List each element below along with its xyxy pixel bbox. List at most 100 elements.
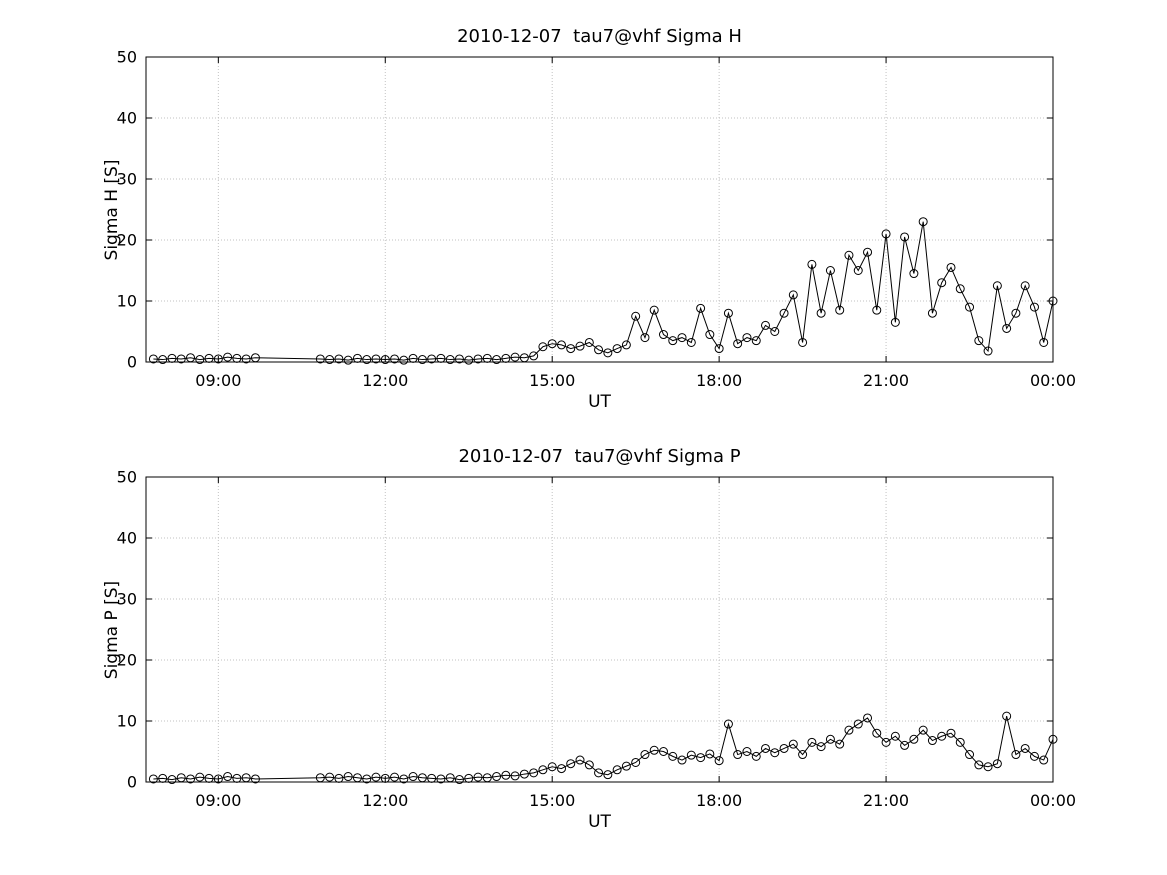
data-point-marker [677,333,687,343]
y-tick-label: 30 [117,590,137,609]
data-point-marker [167,353,177,363]
data-point-marker [557,764,566,774]
data-point-marker [965,302,975,312]
data-point-marker [325,772,335,782]
data-point-marker [733,750,743,760]
data-point-marker [195,355,205,365]
data-point-marker [213,354,223,364]
data-point-marker [510,352,520,362]
series-line [153,221,1054,361]
data-point-marker [250,353,260,363]
data-point-marker [575,755,585,765]
sigma-p-y-axis-label: Sigma P [S] [102,580,122,680]
data-point-marker [983,346,993,356]
data-point-marker [186,774,196,784]
data-point-marker [557,340,566,350]
y-tick-label: 0 [127,773,137,792]
data-point-marker [399,774,409,784]
data-point-marker [640,333,650,343]
y-tick-label: 20 [117,651,137,670]
data-point-marker [575,341,585,351]
data-point-marker [250,774,260,784]
data-point-marker [566,759,576,769]
data-point-marker [445,773,455,783]
data-point-marker [492,355,502,365]
data-point-marker [863,247,873,257]
data-point-marker [464,773,474,783]
data-point-marker [816,742,826,752]
data-point-marker [723,719,733,729]
sigma-h-chart-title: 2010-12-07 tau7@vhf Sigma H [457,26,742,47]
x-tick-label: 18:00 [696,791,742,810]
data-point-marker [909,269,919,279]
data-point-marker [900,232,910,242]
sigma-h-chart: 09:00 12:00 15:00 18:00 21:00 00:00 0 10 20 30 40 5… [0,0,1167,437]
data-point-marker [631,757,641,767]
sigma-p-chart: 09:00 12:00 15:00 18:00 21:00 00:00 0 10 20 30 40 5… [0,437,1167,875]
data-point-marker [798,337,808,347]
data-point-marker [519,353,529,363]
data-point-marker [454,775,464,785]
data-point-marker [890,317,900,327]
data-point-marker [603,348,613,358]
data-point-marker [315,773,325,783]
data-point-marker [436,353,446,363]
data-point-marker [204,353,214,363]
data-point-marker [807,737,817,747]
data-point-marker [1020,281,1030,291]
sigma-p-chart-title: 2010-12-07 tau7@vhf Sigma P [458,446,741,467]
axes-box [145,476,1054,783]
data-point-marker [881,737,891,747]
x-tick-label: 12:00 [362,371,408,390]
x-tick-label: 21:00 [863,371,909,390]
data-point-marker [649,305,659,315]
y-tick-label: 30 [117,170,137,189]
data-point-marker [853,719,863,729]
data-point-marker [352,353,362,363]
data-point-marker [390,354,400,364]
data-point-marker [937,731,947,741]
x-tick-label: 18:00 [696,371,742,390]
data-point-marker [844,725,854,735]
data-point-marker [974,336,984,346]
data-point-marker [232,353,242,363]
x-tick-label: 15:00 [529,371,575,390]
data-point-marker [158,355,168,365]
data-point-marker [417,355,427,365]
data-point-marker [454,354,464,364]
data-point-marker [148,354,158,364]
data-point-marker [937,278,947,288]
data-point-marker [399,355,409,365]
data-point-marker [946,728,956,738]
y-tick-label: 50 [117,48,137,67]
y-tick-label: 10 [117,292,137,311]
data-point-marker [362,355,372,365]
data-point-marker [584,337,594,347]
data-point-marker [983,762,993,772]
data-point-marker [186,353,196,363]
data-point-marker [658,330,668,340]
data-point-marker [946,262,956,272]
data-point-marker [1029,751,1039,761]
data-point-marker [1029,302,1039,312]
data-point-marker [835,739,845,749]
data-point-marker [473,772,483,782]
data-point-marker [371,772,381,782]
data-point-marker [760,743,770,753]
data-point-marker [927,308,937,318]
x-tick-label: 00:00 [1030,371,1076,390]
data-point-marker [473,354,483,364]
data-point-marker [714,344,724,354]
data-point-marker [816,308,826,318]
data-point-marker [770,748,780,758]
data-point-marker [612,344,622,354]
data-point-marker [1020,743,1030,753]
sigma-h-y-axis-label: Sigma H [S] [102,159,122,261]
data-point-marker [445,355,455,365]
data-point-marker [380,355,390,365]
data-point-marker [223,772,233,782]
data-point-marker [686,337,696,347]
x-tick-label: 09:00 [195,791,241,810]
data-point-marker [594,345,604,355]
